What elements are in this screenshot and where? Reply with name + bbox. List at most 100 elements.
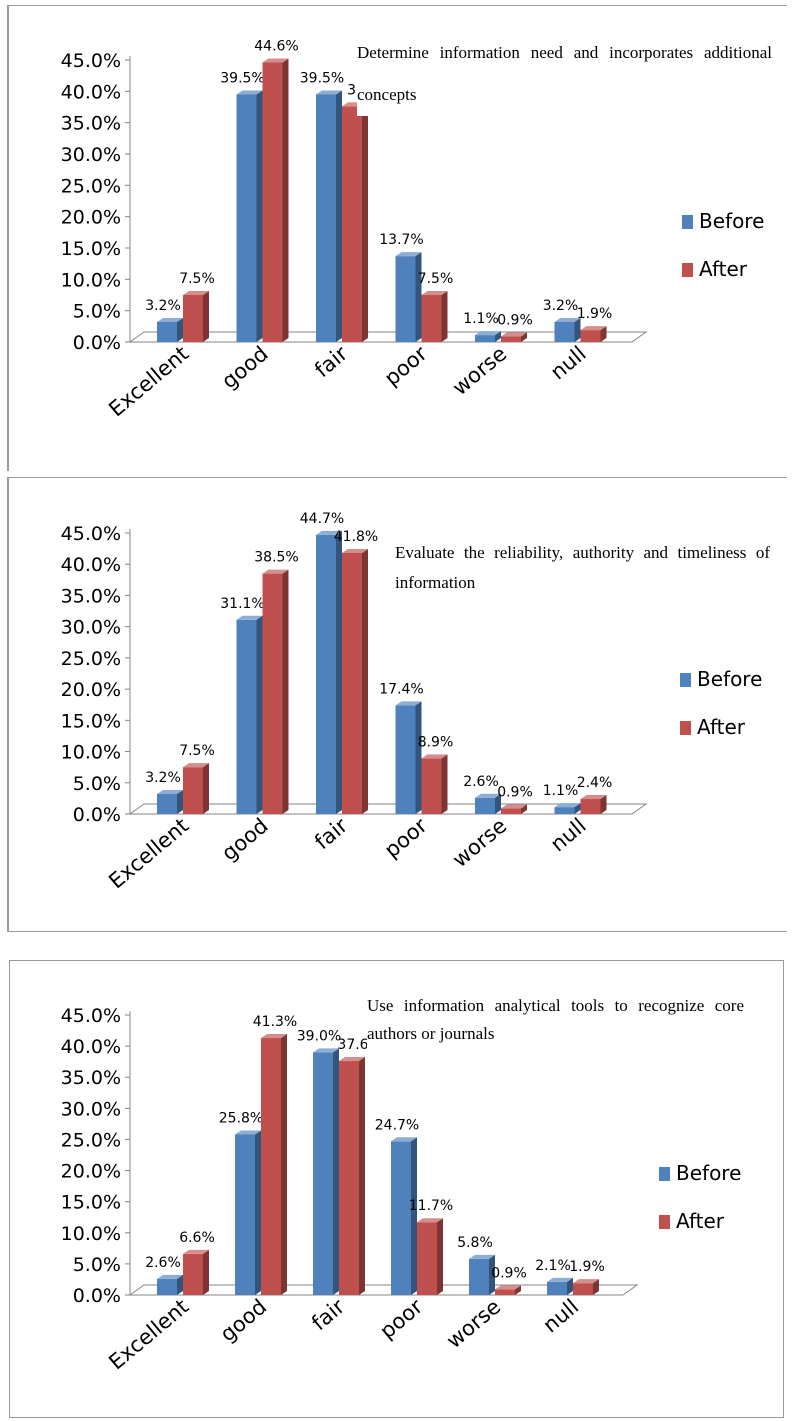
bar-side bbox=[177, 790, 183, 814]
bar-before-poor bbox=[395, 252, 422, 342]
data-label: 2.4% bbox=[577, 775, 613, 791]
bar-after-good bbox=[262, 569, 289, 814]
legend-swatch-before bbox=[682, 215, 693, 229]
bar-side bbox=[521, 804, 527, 814]
data-label: 1.9% bbox=[569, 1259, 605, 1275]
data-label: 0.9% bbox=[497, 784, 533, 800]
bar-side bbox=[411, 1137, 417, 1295]
y-tick-label: 35.0% bbox=[61, 113, 121, 135]
bar-front bbox=[157, 1278, 177, 1295]
bar-top bbox=[554, 803, 581, 808]
data-label: 39.5% bbox=[220, 70, 264, 86]
data-label: 39.5% bbox=[300, 70, 344, 86]
legend-item-before: Before bbox=[659, 1161, 741, 1185]
y-tick-label: 30.0% bbox=[61, 1098, 121, 1120]
legend-label-before: Before bbox=[676, 1161, 742, 1185]
bar-front bbox=[547, 1281, 567, 1295]
legend-label-after: After bbox=[676, 1209, 725, 1233]
bar-front bbox=[235, 1134, 255, 1295]
bar-after-excellent bbox=[183, 763, 209, 814]
chart-panel-2: 0.0% 5.0% 10.0% 15.0% 20.0% 25.0% 30.0% 35.0% 40… bbox=[7, 477, 787, 932]
bar-side bbox=[574, 317, 581, 342]
bar-side bbox=[282, 569, 289, 814]
bar-side bbox=[362, 102, 368, 342]
chart-panel-3: 0.0% 5.0% 10.0% 15.0% 20.0% 25.0% 30.0% 35.0% 40… bbox=[9, 960, 784, 1418]
data-label: 31.1% bbox=[220, 596, 264, 612]
y-tick-label: 10.0% bbox=[61, 269, 121, 291]
bar-side bbox=[489, 1254, 495, 1295]
bar-chart-2: 0.0% 5.0% 10.0% 15.0% 20.0% 25.0% 30.0% 35.0% 40… bbox=[61, 511, 648, 893]
bar-top bbox=[157, 1274, 183, 1279]
bar-front bbox=[417, 1222, 437, 1295]
bar-top bbox=[580, 326, 607, 331]
bar-after-fair bbox=[342, 102, 368, 342]
legend-swatch-after bbox=[682, 263, 693, 277]
data-label: 11.7% bbox=[409, 1198, 453, 1214]
bar-front bbox=[316, 94, 336, 342]
bar-after-fair bbox=[339, 1057, 365, 1295]
bar-side bbox=[177, 1274, 183, 1295]
bar-top bbox=[157, 317, 183, 322]
data-label: 13.7% bbox=[379, 232, 423, 248]
bar-front bbox=[183, 1253, 203, 1295]
y-tick-label: 20.0% bbox=[61, 207, 121, 229]
y-tick-label: 15.0% bbox=[61, 710, 121, 732]
bar-top bbox=[339, 1057, 365, 1062]
bar-before-fair bbox=[316, 530, 342, 814]
bar-after-poor bbox=[417, 1218, 443, 1295]
bar-before-null bbox=[547, 1277, 573, 1295]
legend: Before After bbox=[680, 667, 762, 763]
legend-swatch-before bbox=[680, 673, 691, 687]
x-category-label: poor bbox=[380, 813, 432, 862]
bar-top bbox=[316, 90, 342, 95]
y-tick-label: 15.0% bbox=[61, 238, 121, 260]
bar-side bbox=[177, 317, 183, 342]
y-tick-label: 40.0% bbox=[61, 81, 121, 103]
x-category-label: fair bbox=[307, 1294, 349, 1335]
bar-top bbox=[421, 754, 448, 759]
bar-top bbox=[342, 548, 368, 553]
data-label: 25.8% bbox=[219, 1110, 263, 1126]
y-tick-label: 20.0% bbox=[61, 679, 121, 701]
y-tick-label: 25.0% bbox=[61, 648, 121, 670]
legend-item-after: After bbox=[680, 715, 762, 739]
legend-item-before: Before bbox=[680, 667, 762, 691]
data-label: 5.8% bbox=[457, 1235, 493, 1251]
bar-chart-3: 0.0% 5.0% 10.0% 15.0% 20.0% 25.0% 30.0% 35.0% 40… bbox=[61, 1005, 639, 1374]
bar-side bbox=[495, 793, 501, 814]
legend-item-before: Before bbox=[682, 209, 764, 233]
bar-top bbox=[313, 1048, 339, 1053]
x-category-label: worse bbox=[448, 341, 511, 400]
bar-front bbox=[339, 1061, 359, 1295]
data-label: 44.6% bbox=[254, 39, 298, 55]
data-label: 39.0% bbox=[297, 1028, 341, 1044]
bar-side bbox=[415, 701, 422, 814]
y-tick-label: 25.0% bbox=[61, 175, 121, 197]
x-category-label: poor bbox=[380, 341, 432, 390]
bar-top bbox=[183, 1249, 209, 1254]
data-label: 17.4% bbox=[379, 681, 423, 697]
x-category-label: worse bbox=[448, 813, 511, 872]
chart-title: Determine information need and incorpora… bbox=[357, 32, 772, 116]
data-label: 7.5% bbox=[418, 271, 454, 287]
legend-label-after: After bbox=[699, 257, 748, 281]
x-category-label: good bbox=[216, 1294, 272, 1346]
y-tick-label: 0.0% bbox=[73, 1285, 121, 1307]
bar-front bbox=[554, 807, 575, 814]
bar-top bbox=[183, 763, 209, 768]
bar-before-poor bbox=[395, 701, 422, 814]
bar-side bbox=[441, 754, 448, 814]
x-category-label: null bbox=[538, 1294, 583, 1337]
data-label: 0.9% bbox=[491, 1265, 527, 1281]
bar-side bbox=[600, 795, 607, 814]
y-tick-label: 35.0% bbox=[61, 1067, 121, 1089]
bar-side bbox=[336, 530, 342, 814]
legend-label-after: After bbox=[697, 715, 746, 739]
x-category-label: fair bbox=[310, 813, 352, 854]
data-label: 3.2% bbox=[543, 298, 579, 314]
bar-top bbox=[261, 1034, 287, 1039]
y-tick-label: 35.0% bbox=[61, 585, 121, 607]
bar-front bbox=[501, 808, 521, 814]
data-label: 2.6% bbox=[145, 1255, 181, 1271]
bar-side bbox=[437, 1218, 443, 1295]
